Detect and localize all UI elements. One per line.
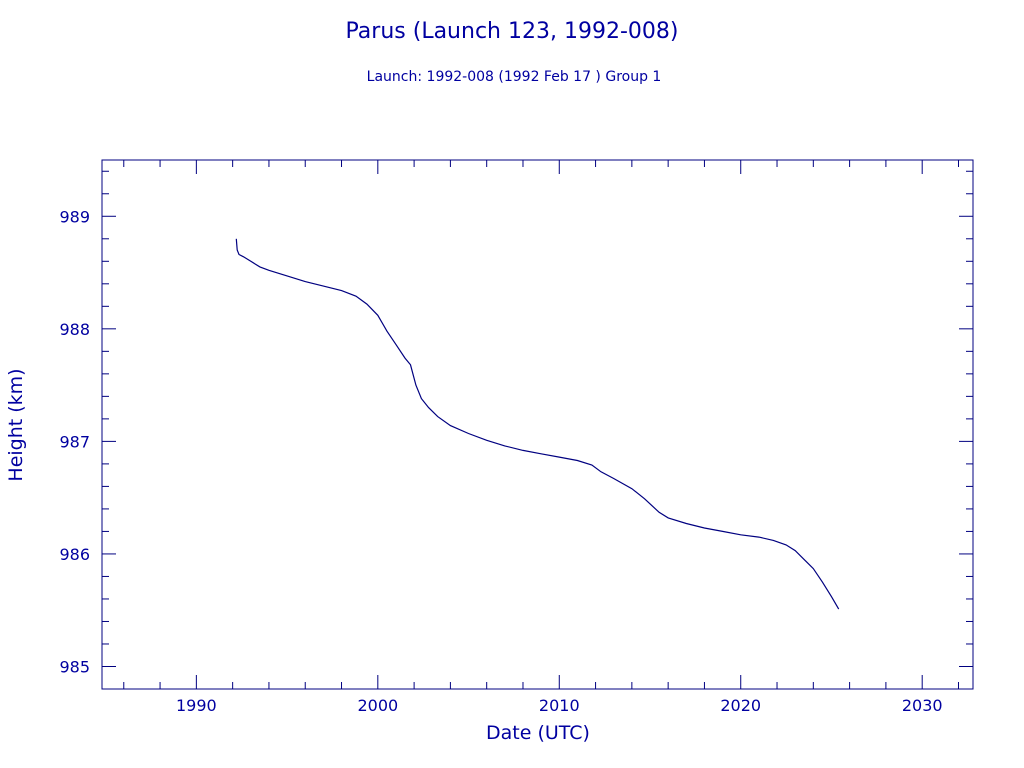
- x-tick-label: 1990: [176, 696, 217, 715]
- y-axis-label: Height (km): [5, 368, 27, 481]
- x-tick-label: 2020: [720, 696, 761, 715]
- x-axis-label: Date (UTC): [486, 722, 590, 744]
- x-tick-label: 2000: [357, 696, 398, 715]
- chart-subtitle: Launch: 1992-008 (1992 Feb 17 ) Group 1: [367, 69, 662, 85]
- y-tick-label: 988: [59, 320, 90, 339]
- y-axis: 985 986 987 988 989: [59, 170, 973, 676]
- x-tick-label: 2010: [539, 696, 580, 715]
- x-tick-label: 2030: [902, 696, 943, 715]
- plot-frame: [101, 159, 974, 690]
- y-tick-label: 986: [59, 545, 90, 564]
- chart-title: Parus (Launch 123, 1992-008): [346, 19, 679, 44]
- y-tick-label: 987: [59, 432, 90, 451]
- x-axis: 1990 2000 2010 2020 2030: [123, 160, 959, 715]
- y-tick-label: 989: [59, 207, 90, 226]
- height-series-line: [235, 238, 840, 610]
- y-tick-label: 985: [59, 657, 90, 676]
